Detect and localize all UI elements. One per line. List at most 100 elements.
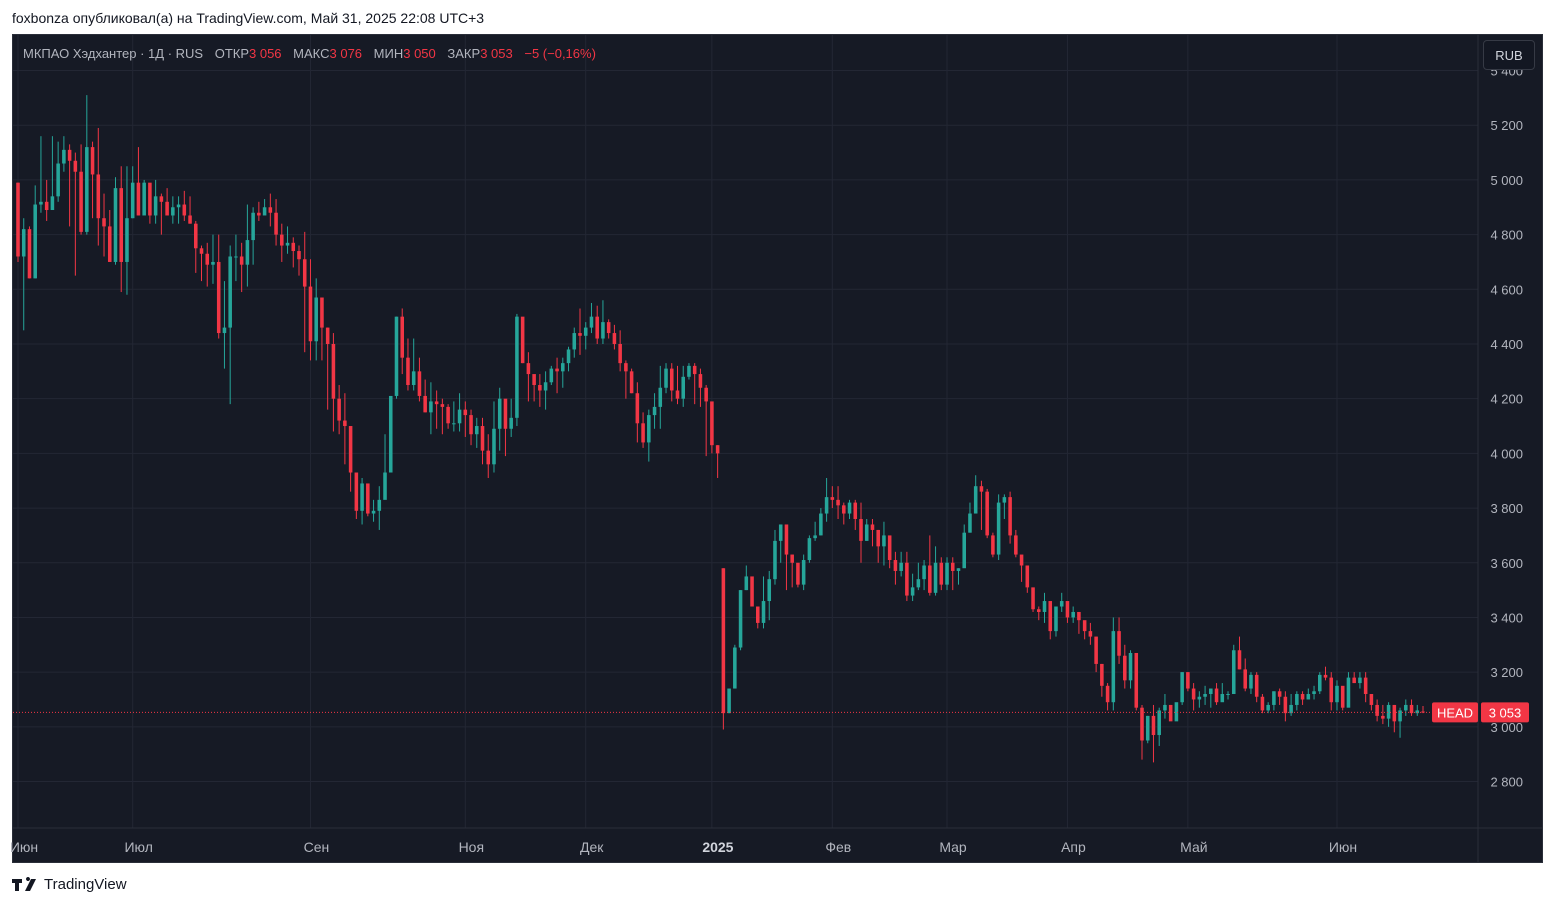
candle-body [1369,694,1374,705]
candle-body [469,415,473,435]
candle-body [1300,694,1305,700]
open-value: 3 056 [249,46,282,61]
candle-body [996,502,1001,555]
candle-body [211,261,215,265]
candle-body [1077,611,1081,621]
candle-body [939,562,944,585]
currency-button[interactable]: RUB [1483,40,1535,70]
candle-body [216,261,221,334]
candle-body [1415,710,1420,714]
candle-body [297,251,301,260]
candle-body [572,333,577,350]
chart-panel[interactable] [12,34,1543,863]
candle-body [566,349,571,364]
candle-body [1071,611,1075,618]
candle-body [394,316,399,396]
tradingview-logo-icon [12,876,36,891]
candle-body [142,182,146,216]
candle-body [1105,685,1110,703]
y-tick-label: 3 800 [1490,501,1523,516]
candle-body [1386,704,1391,719]
candle-body [44,201,49,211]
tradingview-brand[interactable]: TradingView [12,876,127,893]
candle-body [538,385,542,391]
candle-body [171,207,175,216]
candle-body [509,417,513,429]
candle-body [681,376,686,399]
candle-body [1237,650,1242,670]
candle-body [520,316,525,364]
candle-body [933,562,938,593]
candle-body [492,428,496,465]
candle-body [1404,704,1408,711]
candle-body [1283,696,1288,714]
candle-body [90,147,95,175]
candle-body [285,242,290,246]
candle-body [228,256,232,328]
candle-body [188,215,192,224]
candle-body [457,409,462,424]
candle-body [1197,696,1202,700]
candle-body [434,401,439,405]
candle-body [836,499,840,506]
publish-caption: foxbonza опубликовал(а) на TradingView.c… [12,10,485,26]
candle-body [148,182,152,216]
candle-body [348,426,353,473]
brand-text: TradingView [44,876,127,893]
candle-body [1249,674,1253,689]
open-label: ОТКР [214,46,249,61]
candle-body [847,502,852,514]
candle-body [1094,636,1098,664]
candle-body [377,499,382,511]
candle-body [1002,497,1007,503]
candle-body [360,483,364,511]
candle-body [555,368,559,372]
candle-body [62,149,66,164]
x-tick-label: Июн [1329,839,1357,855]
candle-body [1059,601,1064,607]
candle-body [503,398,508,429]
candle-body [612,333,617,344]
candle-body [1123,655,1127,681]
candle-body [1358,677,1362,684]
candle-body [664,368,668,388]
candle-body [1151,715,1156,736]
candle-body [67,149,72,161]
candle-body [1065,601,1070,618]
candle-body [239,256,244,265]
candle-body [1352,677,1356,684]
x-tick-label: Ноя [459,839,484,855]
candle-body [853,502,858,520]
candle-body [956,568,961,571]
y-tick-label: 5 200 [1490,118,1523,133]
candle-body [320,297,324,328]
candle-body [474,426,479,435]
candle-body [314,297,318,342]
candle-body [784,524,789,555]
candle-body [1226,694,1230,696]
symbol-name[interactable]: МКПАО Хэдхантер · 1Д · RUS [23,46,204,61]
y-tick-label: 4 000 [1490,446,1523,461]
candle-body [1220,694,1225,703]
candle-body [675,390,680,399]
candle-body [486,450,491,465]
candle-body [893,560,898,571]
candle-body [1409,704,1414,714]
candle-body [1295,694,1299,705]
candle-body [417,371,422,396]
low-value: 3 050 [403,46,436,61]
candle-body [629,371,634,394]
y-tick-label: 4 200 [1490,392,1523,407]
candle-body [411,371,416,386]
y-tick-label: 4 600 [1490,282,1523,297]
candle-body [1111,631,1116,703]
candle-body [234,256,238,258]
candle-body [497,398,502,429]
candle-body [905,562,909,596]
candle-body [778,524,783,541]
candle-body [262,207,267,216]
candle-body [962,532,967,569]
candle-body [366,483,370,514]
price-tag: 3 053 [1489,705,1522,720]
